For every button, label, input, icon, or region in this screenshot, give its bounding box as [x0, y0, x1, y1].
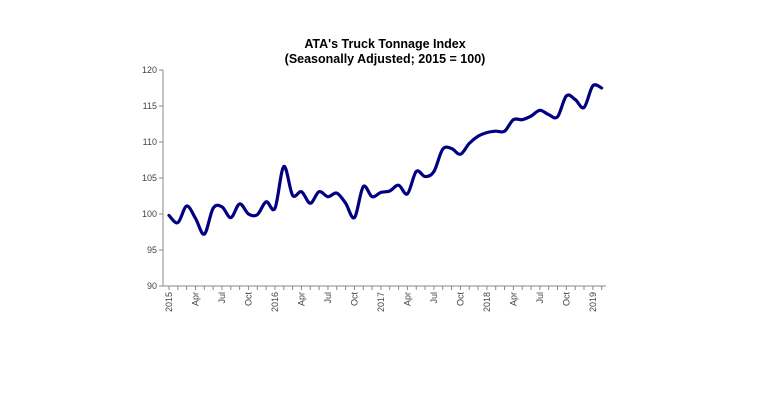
- x-tick-label: Apr: [508, 292, 518, 306]
- chart-subtitle: (Seasonally Adjusted; 2015 = 100): [284, 52, 486, 66]
- y-tick-label: 105: [142, 173, 157, 183]
- y-tick-label: 95: [147, 245, 157, 255]
- y-tick-label: 100: [142, 209, 157, 219]
- x-tick-label: Jul: [429, 292, 439, 304]
- x-tick-label: Oct: [455, 292, 465, 307]
- x-tick-label: Jul: [535, 292, 545, 304]
- x-tick-label: 2019: [588, 292, 598, 312]
- x-tick-label: Jul: [217, 292, 227, 304]
- series-line: [167, 83, 604, 236]
- y-tick-label: 90: [147, 281, 157, 291]
- chart-title: ATA's Truck Tonnage Index: [304, 37, 466, 51]
- x-tick-label: Oct: [561, 292, 571, 307]
- x-tick-label: Apr: [190, 292, 200, 306]
- x-tick-label: Oct: [349, 292, 359, 307]
- x-tick-label: 2016: [270, 292, 280, 312]
- x-tick-label: Oct: [243, 292, 253, 307]
- x-tick-label: 2015: [164, 292, 174, 312]
- x-tick-label: Jul: [323, 292, 333, 304]
- x-tick-label: 2018: [482, 292, 492, 312]
- x-tick-label: Apr: [296, 292, 306, 306]
- x-tick-label: 2017: [376, 292, 386, 312]
- y-tick-label: 110: [143, 137, 157, 147]
- x-tick-label: Apr: [402, 292, 412, 306]
- y-tick-label: 120: [142, 65, 157, 75]
- y-tick-label: 115: [143, 101, 157, 111]
